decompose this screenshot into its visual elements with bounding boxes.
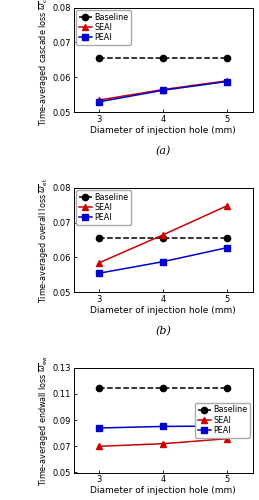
Y-axis label: Time-averaged overall loss $\overline{\omega}_{\mathrm{et}}$: Time-averaged overall loss $\overline{\o… (37, 178, 50, 302)
Line: SEAI: SEAI (96, 78, 230, 103)
Line: PEAI: PEAI (97, 78, 230, 104)
PEAI (98, 270, 101, 276)
PEAI (225, 244, 228, 250)
Y-axis label: Time-averaged cascade loss $\overline{\omega}_{\mathrm{ca}}$: Time-averaged cascade loss $\overline{\o… (37, 0, 50, 126)
Baseline (98, 384, 101, 390)
Baseline (162, 384, 165, 390)
Line: PEAI: PEAI (97, 423, 230, 431)
PEAI (225, 423, 228, 429)
Baseline (98, 236, 101, 242)
PEAI (162, 87, 165, 93)
Baseline (162, 55, 165, 61)
X-axis label: Diameter of injection hole (mm): Diameter of injection hole (mm) (90, 486, 236, 496)
SEAI (162, 86, 165, 92)
Baseline (225, 236, 228, 242)
PEAI (162, 258, 165, 264)
X-axis label: Diameter of injection hole (mm): Diameter of injection hole (mm) (90, 126, 236, 135)
Y-axis label: Time-averaged endwall loss $\overline{\omega}_{\mathrm{ew}}$: Time-averaged endwall loss $\overline{\o… (37, 354, 50, 486)
Line: SEAI: SEAI (96, 436, 230, 450)
PEAI (98, 425, 101, 431)
Text: (a): (a) (155, 146, 171, 156)
SEAI (225, 436, 228, 442)
SEAI (162, 440, 165, 446)
Line: Baseline: Baseline (96, 384, 230, 391)
Legend: Baseline, SEAI, PEAI: Baseline, SEAI, PEAI (76, 190, 131, 225)
Line: PEAI: PEAI (97, 245, 230, 276)
Legend: Baseline, SEAI, PEAI: Baseline, SEAI, PEAI (76, 10, 131, 45)
Legend: Baseline, SEAI, PEAI: Baseline, SEAI, PEAI (195, 402, 250, 438)
PEAI (225, 78, 228, 84)
SEAI (98, 97, 101, 103)
SEAI (225, 78, 228, 84)
PEAI (98, 99, 101, 105)
Line: Baseline: Baseline (96, 55, 230, 61)
Baseline (225, 384, 228, 390)
Line: SEAI: SEAI (96, 202, 230, 266)
Baseline (162, 236, 165, 242)
Text: (b): (b) (155, 326, 171, 336)
SEAI (225, 203, 228, 209)
Baseline (225, 55, 228, 61)
PEAI (162, 424, 165, 430)
X-axis label: Diameter of injection hole (mm): Diameter of injection hole (mm) (90, 306, 236, 315)
SEAI (162, 232, 165, 238)
Line: Baseline: Baseline (96, 235, 230, 242)
SEAI (98, 260, 101, 266)
Baseline (98, 55, 101, 61)
SEAI (98, 444, 101, 450)
